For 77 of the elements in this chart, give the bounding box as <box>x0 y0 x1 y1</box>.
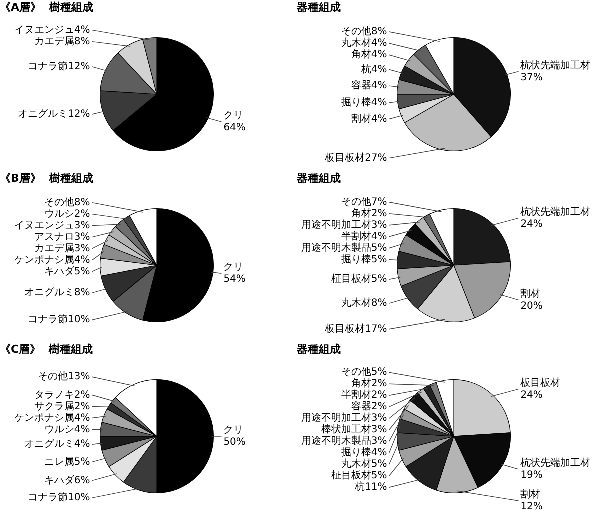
slice-label: オニグルミ4% <box>24 439 90 450</box>
slice-label: コナラ節12% <box>28 62 90 73</box>
chart-title: 器種組成 <box>297 1 341 14</box>
slice-label: クリ <box>224 110 244 122</box>
data-label: 12% <box>520 502 543 513</box>
data-label: 20% <box>520 300 543 312</box>
slice-label: 半割材4% <box>341 230 388 242</box>
slice-label: 板目板材 <box>520 376 561 389</box>
data-label: 37% <box>520 72 543 84</box>
slice-label: 杭状先端加工材 <box>520 457 591 470</box>
slice-label: ウルシ2% <box>44 208 90 220</box>
slice-label: 柾目板材5% <box>331 470 388 482</box>
slice-label: 杭4% <box>360 63 388 76</box>
data-label: 24% <box>520 390 543 401</box>
slice-label: 杭状先端加工材 <box>520 206 591 218</box>
chart-title: 《B層》 <box>0 172 42 185</box>
slice-label: その他8% <box>341 26 388 38</box>
slice-label: 丸木材4% <box>341 37 388 50</box>
slice-label: その他5% <box>341 366 388 378</box>
data-label: 50% <box>224 437 246 448</box>
slice-label: 用途不明加工材3% <box>301 218 388 231</box>
slice-label: サクラ属2% <box>34 401 90 412</box>
slice-label: オニグルミ8% <box>24 288 90 299</box>
slice-label: 柾目板材5% <box>331 273 388 286</box>
slice-label: 角材2% <box>351 207 388 220</box>
slice-label: 割材 <box>520 488 541 501</box>
slice-label: 容器4% <box>351 80 388 92</box>
slice-label: キハダ5% <box>44 265 90 278</box>
slice-label: 用途不明木製品5% <box>301 242 388 254</box>
slice-label: ケンポナシ属4% <box>14 254 90 266</box>
slice-label: その他7% <box>341 196 388 208</box>
chart-title: 器種組成 <box>297 172 341 185</box>
slice-label: カエデ属8% <box>34 36 90 48</box>
slice-label: キハダ6% <box>44 474 90 486</box>
data-label: 64% <box>224 122 246 134</box>
slice-label: 杭状先端加工材 <box>520 59 591 72</box>
slice-label: アスナロ3% <box>34 232 90 243</box>
slice-label: 丸木材5% <box>341 458 388 470</box>
slice-label: 容器2% <box>351 400 388 413</box>
slice-label: クリ <box>224 425 244 436</box>
slice-label: その他13% <box>38 370 90 383</box>
slice-label: 割材4% <box>351 112 388 125</box>
slice-label: 用途不明加工材3% <box>301 412 388 424</box>
slice-label: イヌエンジュ4% <box>14 24 90 36</box>
slice-label: 角材4% <box>351 48 388 61</box>
slice-label: タラノキ2% <box>34 390 90 401</box>
slice-label: オニグルミ12% <box>18 109 90 120</box>
slice-label: 板目板材27% <box>324 152 388 164</box>
slice-label: 掘り棒4% <box>341 96 388 109</box>
slice-label: コナラ節10% <box>28 492 90 504</box>
slice-label: 掘り棒4% <box>341 446 388 459</box>
slice-label: 棒状加工材3% <box>321 424 388 436</box>
chart-title: 《A層》 <box>0 1 42 14</box>
data-label: 19% <box>520 470 543 482</box>
slice-label: ウルシ4% <box>44 424 90 436</box>
slice-label: 割材 <box>520 288 541 300</box>
data-label: 54% <box>224 274 246 286</box>
slice-label: 板目板材17% <box>324 322 388 335</box>
slice-label: 杭11% <box>354 481 388 494</box>
slice-label: 角材2% <box>351 378 388 390</box>
slice-label: イヌエンジュ3% <box>14 220 90 232</box>
slice-label: ケンポナシ属4% <box>14 412 90 424</box>
slice-label: カエデ属3% <box>34 243 90 254</box>
slice-label: その他8% <box>44 196 90 208</box>
slice-label: 丸木材8% <box>341 297 388 310</box>
chart-title: 《C層》 <box>0 343 42 356</box>
chart-subtitle: 樹種組成 <box>49 343 94 356</box>
chart-subtitle: 樹種組成 <box>50 1 94 14</box>
slice-label: 掘り棒5% <box>341 253 388 266</box>
slice-label: 用途不明木製品3% <box>301 435 388 448</box>
slice-label: ニレ属5% <box>44 456 90 468</box>
chart-title: 器種組成 <box>297 343 341 356</box>
chart-subtitle: 樹種組成 <box>49 172 94 185</box>
slice-label: クリ <box>224 262 244 274</box>
data-label: 24% <box>520 218 543 230</box>
slice-label: コナラ節10% <box>28 314 90 326</box>
slice-label: 半割材2% <box>341 389 388 402</box>
